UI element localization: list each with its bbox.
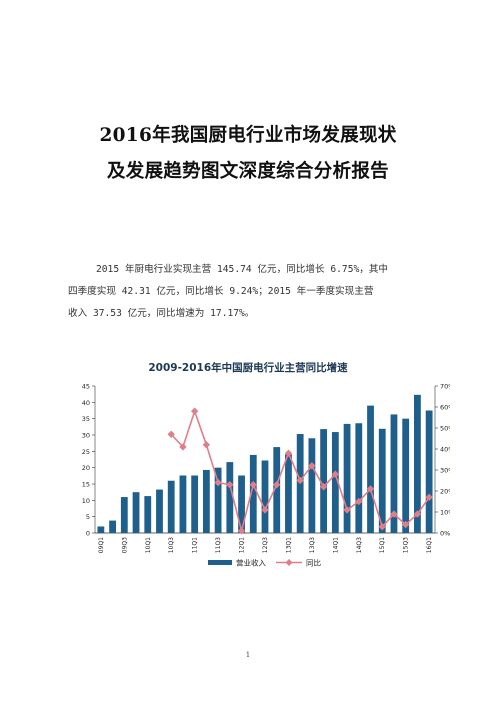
growth-point bbox=[179, 443, 187, 451]
revenue-bar bbox=[144, 496, 152, 533]
paragraph: 2015 年厨电行业实现主营 145.74 亿元，同比增长 6.75%，其中 四… bbox=[68, 259, 438, 325]
left-tick-label: 30 bbox=[82, 432, 90, 440]
paragraph-line-2: 四季度实现 42.31 亿元，同比增长 9.24%；2015 年一季度实现主营 bbox=[68, 286, 374, 297]
left-tick-label: 20 bbox=[82, 464, 90, 472]
left-tick-label: 5 bbox=[86, 513, 90, 521]
revenue-bar bbox=[179, 475, 187, 533]
revenue-bar bbox=[238, 475, 245, 533]
right-tick-label: 60% bbox=[440, 404, 450, 412]
legend-label-revenue: 营业收入 bbox=[236, 558, 266, 568]
right-tick-label: 70% bbox=[440, 383, 450, 391]
right-tick-label: 0% bbox=[440, 530, 450, 538]
chart-title: 2009-2016年中国厨电行业主营同比增速 bbox=[148, 362, 348, 374]
x-tick-label: 15Q1 bbox=[379, 537, 386, 553]
growth-point bbox=[343, 506, 351, 514]
revenue-bar bbox=[249, 454, 257, 533]
revenue-bar bbox=[156, 489, 163, 533]
left-tick-label: 0 bbox=[86, 530, 90, 538]
legend-swatch-revenue bbox=[208, 560, 232, 565]
x-tick-label: 11Q1 bbox=[192, 537, 199, 553]
revenue-bar bbox=[109, 520, 116, 533]
document-title-line-1: 2016年我国厨电行业市场发展现状 bbox=[99, 125, 397, 146]
x-tick-label: 12Q3 bbox=[262, 537, 269, 553]
revenue-bar bbox=[425, 410, 433, 533]
revenue-bar bbox=[273, 447, 281, 533]
revenue-bar bbox=[132, 492, 140, 533]
growth-point bbox=[319, 483, 328, 491]
right-tick-label: 30% bbox=[440, 467, 450, 475]
revenue-bar bbox=[97, 526, 105, 533]
x-tick-label: 13Q1 bbox=[285, 537, 292, 553]
right-tick-label: 40% bbox=[440, 446, 450, 454]
revenue-bar bbox=[355, 423, 363, 533]
growth-point bbox=[390, 510, 398, 518]
right-tick-label: 20% bbox=[440, 488, 450, 496]
growth-point bbox=[237, 527, 246, 535]
x-tick-label: 14Q3 bbox=[356, 537, 363, 553]
revenue-bar bbox=[378, 428, 386, 533]
x-tick-label: 15Q3 bbox=[403, 537, 410, 553]
x-tick-label: 09Q1 bbox=[98, 537, 105, 553]
x-tick-label: 10Q3 bbox=[168, 537, 175, 553]
revenue-bar bbox=[308, 438, 316, 533]
x-tick-label: 10Q1 bbox=[145, 537, 152, 553]
revenue-bar bbox=[261, 460, 269, 533]
revenue-bar bbox=[402, 418, 410, 533]
revenue-bar bbox=[390, 414, 398, 533]
page-number: 1 bbox=[245, 651, 251, 659]
revenue-bar bbox=[285, 454, 292, 533]
growth-point bbox=[425, 493, 433, 501]
revenue-growth-chart: 0 5 10 15 20 25 30 35 40 45 0% 10% 20% 30% 40% 50% 60% 70… bbox=[82, 383, 450, 568]
growth-point bbox=[202, 441, 211, 449]
x-tick-label: 12Q1 bbox=[239, 537, 246, 553]
growth-point bbox=[261, 506, 269, 514]
legend-marker-growth bbox=[285, 558, 293, 567]
revenue-bar bbox=[120, 497, 128, 533]
growth-point bbox=[190, 407, 199, 415]
growth-point bbox=[402, 520, 410, 529]
growth-point bbox=[413, 510, 422, 518]
revenue-bar bbox=[343, 423, 351, 533]
revenue-bar bbox=[320, 429, 328, 533]
growth-point bbox=[366, 485, 375, 493]
right-tick-label: 50% bbox=[440, 425, 450, 433]
document-title-line-2: 及发展趋势图文深度综合分析报告 bbox=[106, 161, 389, 182]
revenue-bar bbox=[191, 475, 199, 533]
left-tick-label: 25 bbox=[82, 448, 90, 456]
growth-point bbox=[284, 449, 293, 457]
revenue-bar bbox=[414, 394, 421, 533]
revenue-bar bbox=[202, 469, 210, 533]
x-tick-label: 13Q3 bbox=[309, 537, 316, 553]
revenue-bar bbox=[367, 405, 374, 533]
revenue-bar bbox=[226, 462, 234, 533]
paragraph-line-3: 收入 37.53 亿元，同比增速为 17.17%。 bbox=[68, 308, 255, 319]
legend-label-growth: 同比 bbox=[306, 558, 321, 568]
x-tick-label: 16Q1 bbox=[426, 537, 433, 553]
right-tick-label: 10% bbox=[440, 509, 450, 517]
paragraph-line-1: 2015 年厨电行业实现主营 145.74 亿元，同比增长 6.75%，其中 bbox=[96, 264, 389, 275]
left-tick-label: 40 bbox=[82, 399, 90, 407]
left-tick-label: 15 bbox=[82, 481, 90, 489]
left-tick-label: 45 bbox=[82, 383, 90, 391]
revenue-bar bbox=[167, 480, 175, 533]
x-tick-label: 11Q3 bbox=[215, 537, 222, 553]
revenue-bar bbox=[214, 467, 222, 533]
x-tick-label: 09Q3 bbox=[121, 537, 128, 553]
revenue-bar bbox=[331, 432, 339, 533]
x-tick-label: 14Q1 bbox=[332, 537, 339, 553]
left-tick-label: 35 bbox=[82, 415, 90, 423]
left-tick-label: 10 bbox=[82, 497, 90, 505]
